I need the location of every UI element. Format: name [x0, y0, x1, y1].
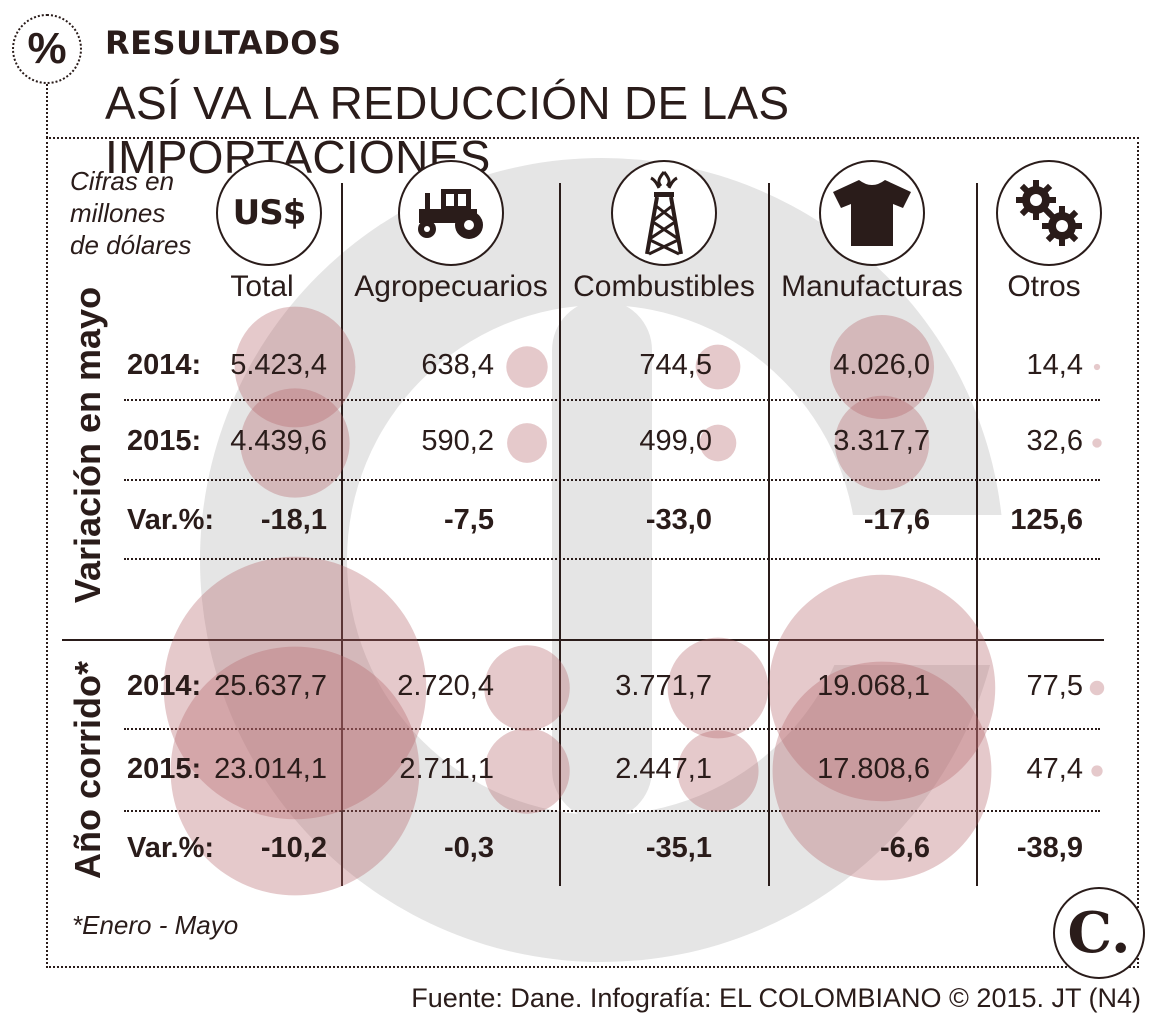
bubble-mark [507, 423, 547, 463]
row-label: 2014: [127, 349, 202, 381]
column-separator [976, 183, 978, 886]
bubble-mark [667, 637, 769, 739]
tshirt-icon [819, 160, 925, 266]
bubble-mark [484, 728, 570, 814]
table-cell: 4.439,6 [230, 425, 327, 457]
table-cell: 638,4 [421, 349, 494, 381]
frame-connector [46, 84, 48, 138]
row-divider [124, 728, 1100, 730]
table-cell: -18,1 [260, 504, 327, 536]
table-cell: -38,9 [1016, 832, 1083, 864]
col-label-manufacturas: Manufacturas [781, 270, 963, 303]
table-cell: 125,6 [1010, 504, 1083, 536]
bubble-mark [768, 574, 996, 802]
oil-rig-icon [611, 160, 717, 266]
table-cell: -33,0 [645, 504, 712, 536]
usd-icon-text: US$ [232, 193, 307, 233]
table-cell: 17.808,6 [817, 753, 930, 785]
table-cell: 5.423,4 [230, 349, 327, 381]
table-cell: -10,2 [260, 832, 327, 864]
row-label: Var.%: [127, 832, 215, 864]
table-cell: 499,0 [639, 425, 712, 457]
row-label: 2014: [127, 670, 202, 702]
table-cell: 14,4 [1026, 349, 1083, 381]
table-cell: 32,6 [1026, 425, 1083, 457]
column-separator [559, 183, 561, 886]
table-cell: -0,3 [444, 832, 494, 864]
table-cell: 3.771,7 [615, 670, 712, 702]
units-note-line: Cifras en [70, 166, 175, 196]
column-separator [341, 183, 343, 886]
row-divider [124, 399, 1100, 401]
row-label: 2015: [127, 425, 202, 457]
bubble-mark [829, 314, 935, 420]
table-cell: 744,5 [639, 349, 712, 381]
bubble-mark [163, 556, 427, 820]
bubble-mark [1092, 438, 1102, 448]
units-note: Cifras en millones de dólares [70, 165, 210, 261]
bubble-mark [677, 730, 759, 812]
table-cell: 47,4 [1026, 753, 1083, 785]
kicker: RESULTADOS [105, 24, 342, 62]
bubble-mark [695, 344, 741, 390]
usd-icon: US$ [216, 160, 322, 266]
table-cell: 4.026,0 [833, 349, 930, 381]
table-cell: 2.447,1 [615, 753, 712, 785]
bubble-mark [240, 388, 350, 498]
bubble-mark [699, 424, 737, 462]
bubble-mark [834, 395, 930, 491]
tractor-icon [398, 160, 504, 266]
table-cell: -17,6 [863, 504, 930, 536]
row-divider [124, 558, 1100, 560]
bubble-mark [1089, 680, 1105, 696]
bubble-mark [484, 645, 570, 731]
percent-badge-icon: % [12, 14, 82, 84]
table-cell: 19.068,1 [817, 670, 930, 702]
source-credit: Fuente: Dane. Infografía: EL COLOMBIANO … [411, 983, 1141, 1013]
units-note-line: millones [70, 198, 166, 228]
table-cell: 3.317,7 [833, 425, 930, 457]
bubble-mark [506, 346, 548, 388]
chart-frame [46, 137, 1139, 968]
bubble-mark [234, 306, 356, 428]
section-label-mayo: Variación en mayo [67, 286, 108, 604]
bubble-mark [1093, 363, 1101, 371]
col-label-otros: Otros [1007, 270, 1081, 303]
gears-icon [996, 160, 1102, 266]
section-label-ano-corrido: Año corrido* [67, 660, 108, 880]
table-cell: -7,5 [444, 504, 494, 536]
bubble-mark [1091, 765, 1103, 777]
footnote: *Enero - Mayo [72, 910, 239, 940]
section-divider [62, 639, 1104, 641]
row-label: Var.%: [127, 504, 215, 536]
el-colombiano-logo: C. [1053, 887, 1145, 979]
table-cell: 23.014,1 [214, 753, 327, 785]
row-label: 2015: [127, 753, 202, 785]
col-label-combustibles: Combustibles [573, 270, 755, 303]
col-label-total: Total [230, 270, 294, 303]
table-cell: 2.711,1 [399, 753, 494, 785]
row-divider [124, 479, 1100, 481]
table-cell: 77,5 [1026, 670, 1083, 702]
table-cell: 25.637,7 [214, 670, 327, 702]
bubble-mark [170, 646, 420, 896]
col-label-agropecuarios: Agropecuarios [354, 270, 548, 303]
row-divider [124, 810, 1100, 812]
table-cell: -35,1 [645, 832, 712, 864]
table-cell: 590,2 [421, 425, 494, 457]
bubble-mark [772, 661, 992, 881]
table-cell: -6,6 [880, 832, 930, 864]
table-cell: 2.720,4 [397, 670, 494, 702]
column-separator [768, 183, 770, 886]
units-note-line: de dólares [70, 230, 192, 260]
